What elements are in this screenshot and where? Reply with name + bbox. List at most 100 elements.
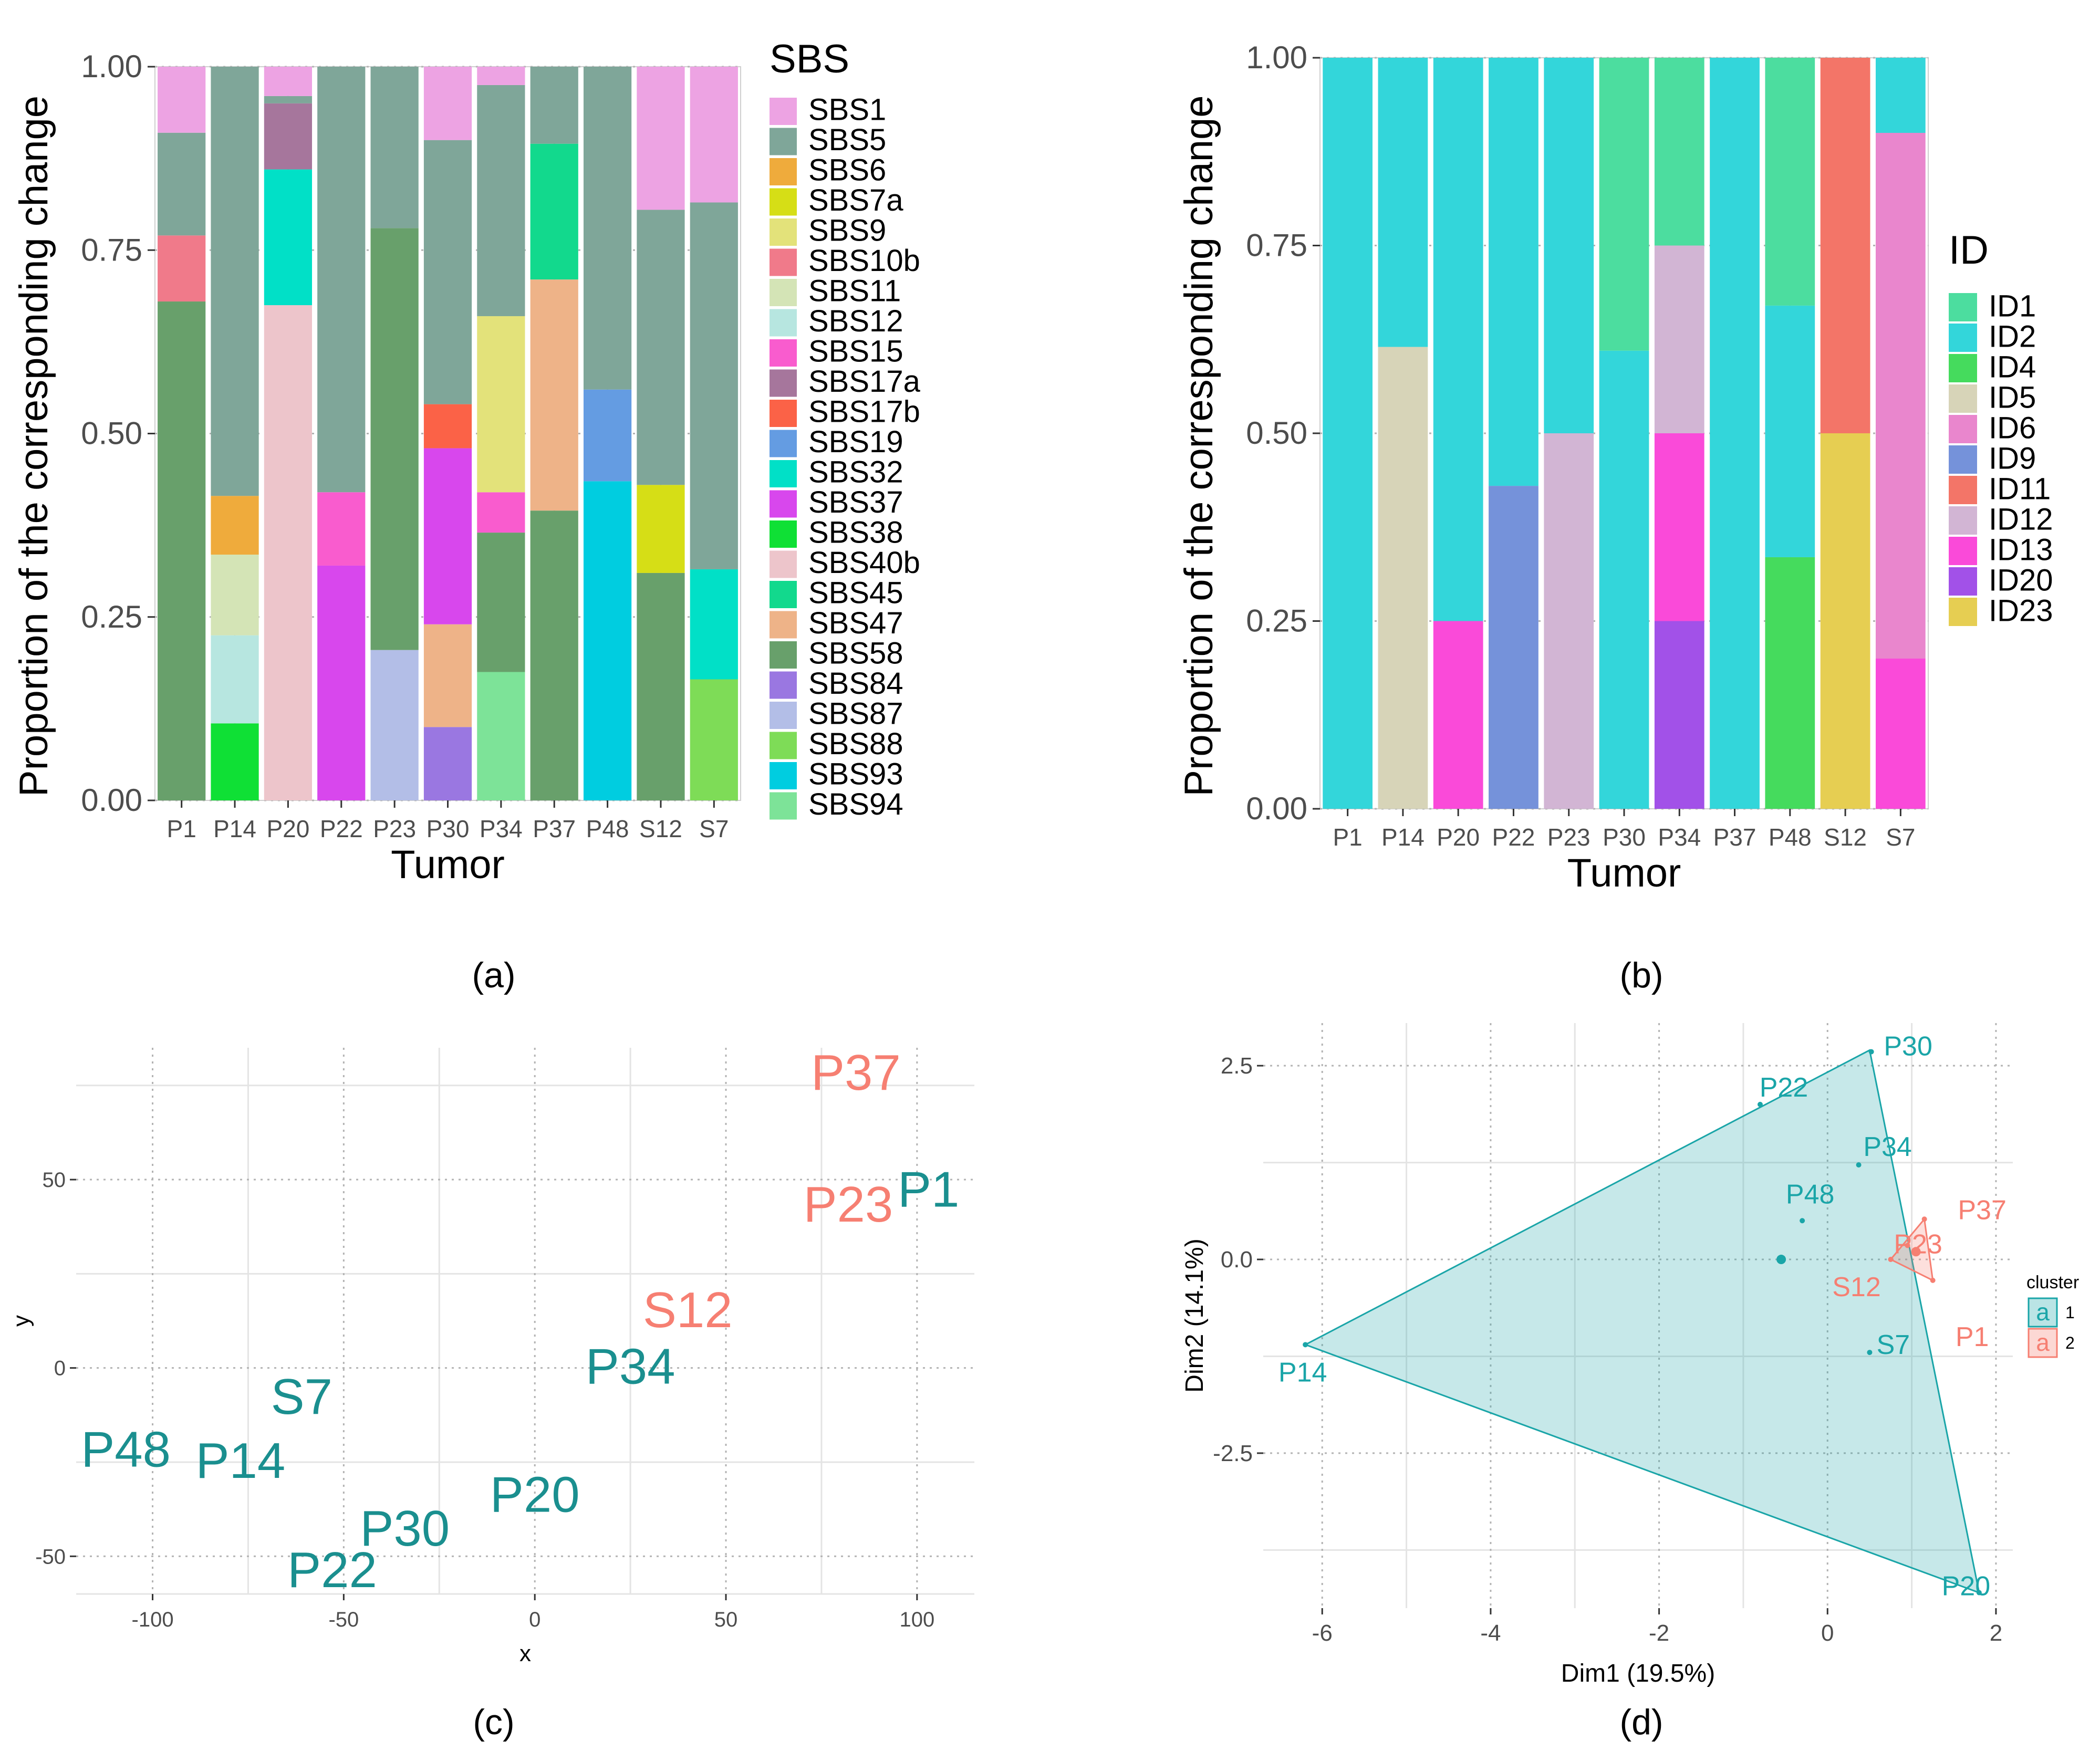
y-tick-label: 0.75 [81,232,142,267]
x-tick-label-P23: P23 [1547,824,1590,851]
bar-segment-P20-SBS32 [264,169,313,306]
panel-a-stacked-bar-chart: 0.00 0.25 0.50 0.75 1.00 P1 P14 P20 P22 P23 P30 P34… [12,37,921,887]
point-label-P20: P20 [1942,1571,1991,1601]
x-tick-label-P48: P48 [1769,824,1812,851]
bar-segment-P14-ID2 [1378,58,1428,347]
x-tick-label-P14: P14 [213,815,256,842]
bar-segment-P37-SBS58 [530,510,578,800]
bar-segment-P30-SBS47 [423,624,472,727]
legend-label-SBS84: SBS84 [808,666,903,701]
legend-key-SBS32 [770,460,797,487]
y-tick-label: 50 [43,1169,66,1192]
legend-key-ID20 [1949,567,1977,596]
legend-key-SBS17b [770,400,797,427]
bar-segment-P14-SBS5 [211,67,259,496]
point-label-P30: P30 [1884,1031,1932,1062]
x-tick-label-P34: P34 [1658,824,1701,851]
y-tick-label: 1.00 [81,49,142,84]
legend-label-SBS32: SBS32 [808,455,903,489]
bar-segment-P14-SBS6 [211,496,259,555]
legend-label-SBS87: SBS87 [808,697,903,731]
legend-label-ID4: ID4 [1989,350,2036,384]
bar-segment-P48-ID4 [1765,557,1815,809]
legend-key-ID12 [1949,506,1977,535]
x-axis-title: Tumor [1567,851,1681,895]
legend-label-SBS1: SBS1 [808,93,886,127]
legend-key-ID2 [1949,324,1977,352]
bar-segment-S7-SBS1 [690,67,738,203]
legend-title: ID [1949,228,1989,273]
legend-key-SBS12 [770,309,797,337]
point-P20 [1976,1590,1982,1596]
x-tick-label: -2 [1649,1620,1669,1646]
bar-segment-P37-ID2 [1710,58,1760,809]
x-tick-label-S7: S7 [699,815,729,842]
legend-label-SBS10b: SBS10b [808,244,920,278]
point-P34 [1856,1162,1862,1168]
y-tick-label: 0.25 [1246,603,1307,639]
point-label-P37: P37 [1958,1195,2007,1225]
point-S12 [1888,1257,1894,1263]
point-label-P14: P14 [195,1433,285,1489]
point-label-S7: S7 [1877,1330,1910,1360]
bar-segment-P34-ID1 [1654,58,1704,246]
legend-label-ID12: ID12 [1989,502,2053,536]
x-axis-title: Dim1 (19.5%) [1561,1660,1715,1687]
legend-label-SBS12: SBS12 [808,304,903,338]
bar-segment-P1-SBS1 [158,67,206,133]
legend-title: cluster [2026,1273,2079,1293]
legend-glyph-1: a [2036,1298,2050,1326]
legend-key-ID13 [1949,537,1977,565]
bar-segment-P34-ID13 [1654,433,1704,621]
bar-segment-P14-SBS11 [211,555,259,635]
legend-key-ID6 [1949,415,1977,443]
bar-segment-S7-SBS5 [690,202,738,569]
plot-area [76,1048,974,1594]
x-tick-label: 2 [1990,1620,2002,1646]
cluster-hull-1 [1303,1049,1980,1594]
panel-b-stacked-bar-chart: 0.00 0.25 0.50 0.75 1.00 P1 P14 P20 P22 P23 P30 P34… [1177,40,2053,895]
bar-segment-P20-SBS1 [264,67,313,96]
plot-area [1263,1023,2013,1608]
y-tick-label: 2.5 [1221,1053,1253,1079]
legend-key-SBS58 [770,641,797,669]
x-tick-label-P20: P20 [1437,824,1480,851]
bar-segment-P14-ID5 [1378,347,1428,809]
y-tick-label: 1.00 [1246,40,1307,75]
y-tick-label: 0.75 [1246,228,1307,263]
legend-label-SBS9: SBS9 [808,214,886,248]
x-tick-label: -6 [1312,1620,1333,1646]
y-axis-title: Proportion of the corresponding change [12,96,56,797]
legend-label-2: 2 [2065,1333,2075,1352]
bar-segment-P22-ID9 [1489,486,1538,809]
legend-key-SBS15 [770,339,797,367]
legend-key-ID9 [1949,445,1977,474]
legend-key-SBS40b [770,550,797,578]
bar-segment-P37-SBS5 [530,67,578,144]
legend-key-SBS10b [770,248,797,276]
point-label-S7: S7 [271,1369,332,1425]
point-label-P48: P48 [81,1421,171,1477]
bar-segment-S7-ID2 [1875,58,1926,133]
legend-label-ID1: ID1 [1989,289,2036,323]
legend-label-ID6: ID6 [1989,411,2036,445]
legend-key-SBS38 [770,520,797,548]
legend-label-SBS17a: SBS17a [808,364,921,399]
x-tick-label-P20: P20 [266,815,309,842]
legend-key-SBS45 [770,581,797,608]
x-tick-label-P23: P23 [373,815,416,842]
y-tick-label: 0.25 [81,599,142,634]
legend-key-SBS6 [770,158,797,185]
panel-d-cluster-plot: -6 -4 -2 0 2 -2.5 0.0 2.5 Dim1 (19.5%) Dim2 (14.1… [1181,1023,2079,1687]
legend-label-SBS37: SBS37 [808,485,903,519]
bar-segment-S7-ID6 [1875,133,1926,659]
legend-key-2 [2028,1328,2058,1358]
bar-segment-P22-SBS5 [317,67,366,493]
bar-segment-P20-ID13 [1433,621,1483,809]
bar-segment-P34-SBS5 [477,85,525,316]
point-P1 [1930,1277,1936,1283]
legend-key-SBS19 [770,430,797,457]
legend-key-SBS94 [770,792,797,820]
bar-segment-P1-SBS5 [158,132,206,236]
x-tick-label: 0 [1821,1620,1834,1646]
